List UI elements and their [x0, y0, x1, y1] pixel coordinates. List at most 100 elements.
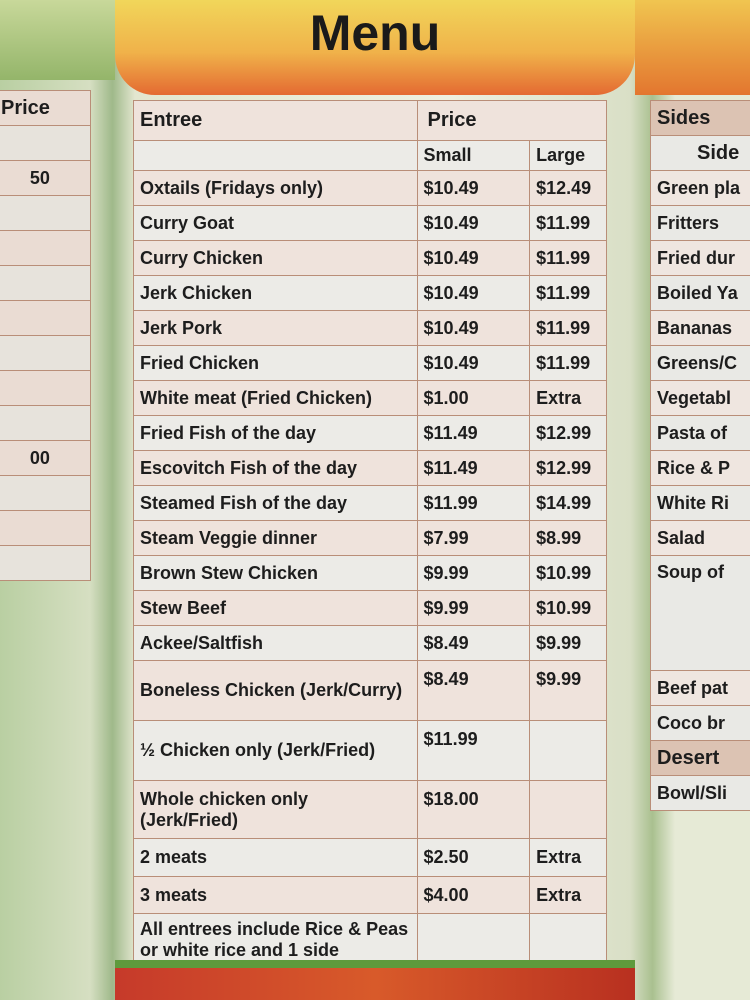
- entree-item: 3 meats: [133, 876, 418, 914]
- small-price: $9.99: [416, 590, 531, 626]
- table-row: Fried Fish of the day $11.49 $12.99: [133, 415, 607, 451]
- side-item: Coco br: [650, 705, 750, 741]
- small-price: [416, 913, 531, 967]
- table-row: White meat (Fried Chicken) $1.00 Extra: [133, 380, 607, 416]
- table-row: ½ Chicken only (Jerk/Fried) $11.99: [133, 720, 607, 781]
- entree-item: Jerk Chicken: [133, 275, 418, 311]
- side-item: Salad: [650, 520, 750, 556]
- left-price-cell: [0, 335, 91, 371]
- side-item: White Ri: [650, 485, 750, 521]
- table-row: Fried Chicken $10.49 $11.99: [133, 345, 607, 381]
- small-price: $10.49: [416, 170, 531, 206]
- large-price: Extra: [529, 380, 607, 416]
- small-price: $10.49: [416, 345, 531, 381]
- table-row: Whole chicken only (Jerk/Fried) $18.00: [133, 780, 607, 839]
- large-price: $14.99: [529, 485, 607, 521]
- table-row: All entrees include Rice & Peas or white…: [133, 913, 607, 967]
- entree-item: Fried Fish of the day: [133, 415, 418, 451]
- left-price-cell: [0, 300, 91, 336]
- table-row: Boneless Chicken (Jerk/Curry) $8.49 $9.99: [133, 660, 607, 721]
- price-header: Price: [416, 100, 608, 141]
- left-price-cell: [0, 370, 91, 406]
- table-row: Oxtails (Fridays only) $10.49 $12.49: [133, 170, 607, 206]
- table-row: Steamed Fish of the day $11.99 $14.99: [133, 485, 607, 521]
- large-price: $9.99: [529, 625, 607, 661]
- desert-item: Bowl/Sli: [650, 775, 750, 811]
- small-price: $10.49: [416, 310, 531, 346]
- side-item: Greens/C: [650, 345, 750, 381]
- left-panel-banner: [0, 0, 115, 80]
- entree-header: Entree: [133, 100, 418, 141]
- entree-item: Curry Goat: [133, 205, 418, 241]
- large-price: $11.99: [529, 345, 607, 381]
- left-price-cell: [0, 510, 91, 546]
- side-item: Fritters: [650, 205, 750, 241]
- large-price: $9.99: [529, 660, 607, 721]
- table-row: Curry Goat $10.49 $11.99: [133, 205, 607, 241]
- side-item: Rice & P: [650, 450, 750, 486]
- entree-item: White meat (Fried Chicken): [133, 380, 418, 416]
- entree-item: 2 meats: [133, 838, 418, 877]
- large-price: $10.99: [529, 590, 607, 626]
- table-row: 2 meats $2.50 Extra: [133, 838, 607, 877]
- entree-item: Steamed Fish of the day: [133, 485, 418, 521]
- entree-item: All entrees include Rice & Peas or white…: [133, 913, 418, 967]
- table-row: 3 meats $4.00 Extra: [133, 876, 607, 914]
- left-price-cell: [0, 230, 91, 266]
- entree-item: Curry Chicken: [133, 240, 418, 276]
- small-price: $10.49: [416, 205, 531, 241]
- entree-item: Fried Chicken: [133, 345, 418, 381]
- small-price: $8.49: [416, 660, 531, 721]
- left-price-cell: [0, 405, 91, 441]
- side-item: Green pla: [650, 170, 750, 206]
- small-price: $2.50: [416, 838, 531, 877]
- table-row: Brown Stew Chicken $9.99 $10.99: [133, 555, 607, 591]
- left-price-table: Price 50 00: [0, 90, 91, 581]
- bottom-stripe-green: [115, 960, 635, 970]
- entree-item: Escovitch Fish of the day: [133, 450, 418, 486]
- large-price: $12.99: [529, 450, 607, 486]
- entree-table: Entree Price Small Large Oxtails (Friday…: [133, 100, 608, 967]
- large-price: $11.99: [529, 240, 607, 276]
- left-price-cell: [0, 125, 91, 161]
- table-row: Jerk Pork $10.49 $11.99: [133, 310, 607, 346]
- small-price: $10.49: [416, 240, 531, 276]
- entree-item: Ackee/Saltfish: [133, 625, 418, 661]
- large-header: Large: [529, 140, 607, 171]
- side-subheader: Side: [650, 135, 750, 171]
- small-price: $11.49: [416, 450, 531, 486]
- left-price-cell: [0, 265, 91, 301]
- large-price: Extra: [529, 876, 607, 914]
- left-price-cell: [0, 475, 91, 511]
- desert-header: Desert: [650, 740, 750, 776]
- side-item: Vegetabl: [650, 380, 750, 416]
- side-item: Bananas: [650, 310, 750, 346]
- side-item: Pasta of: [650, 415, 750, 451]
- entree-item: Jerk Pork: [133, 310, 418, 346]
- entree-item: Oxtails (Fridays only): [133, 170, 418, 206]
- table-row: Jerk Chicken $10.49 $11.99: [133, 275, 607, 311]
- bottom-stripe-red: [115, 968, 635, 1000]
- large-price: $12.49: [529, 170, 607, 206]
- large-price: Extra: [529, 838, 607, 877]
- table-row: Steam Veggie dinner $7.99 $8.99: [133, 520, 607, 556]
- left-price-cell: 00: [0, 440, 91, 476]
- left-price-header: Price: [0, 90, 91, 126]
- entree-item: Brown Stew Chicken: [133, 555, 418, 591]
- left-price-cell: [0, 545, 91, 581]
- side-item: Beef pat: [650, 670, 750, 706]
- side-item: Fried dur: [650, 240, 750, 276]
- sides-table: Sides Side Green pla Fritters Fried dur Boi…: [650, 100, 750, 811]
- large-price: $10.99: [529, 555, 607, 591]
- entree-item: ½ Chicken only (Jerk/Fried): [133, 720, 418, 781]
- sides-header: Sides: [650, 100, 750, 136]
- side-item: Soup of: [650, 555, 750, 671]
- entree-item: Steam Veggie dinner: [133, 520, 418, 556]
- left-price-cell: [0, 195, 91, 231]
- entree-item: Whole chicken only (Jerk/Fried): [133, 780, 418, 839]
- large-price: [529, 780, 607, 839]
- small-price: $4.00: [416, 876, 531, 914]
- large-price: $12.99: [529, 415, 607, 451]
- right-panel-banner: [635, 0, 750, 95]
- large-price: [529, 913, 607, 967]
